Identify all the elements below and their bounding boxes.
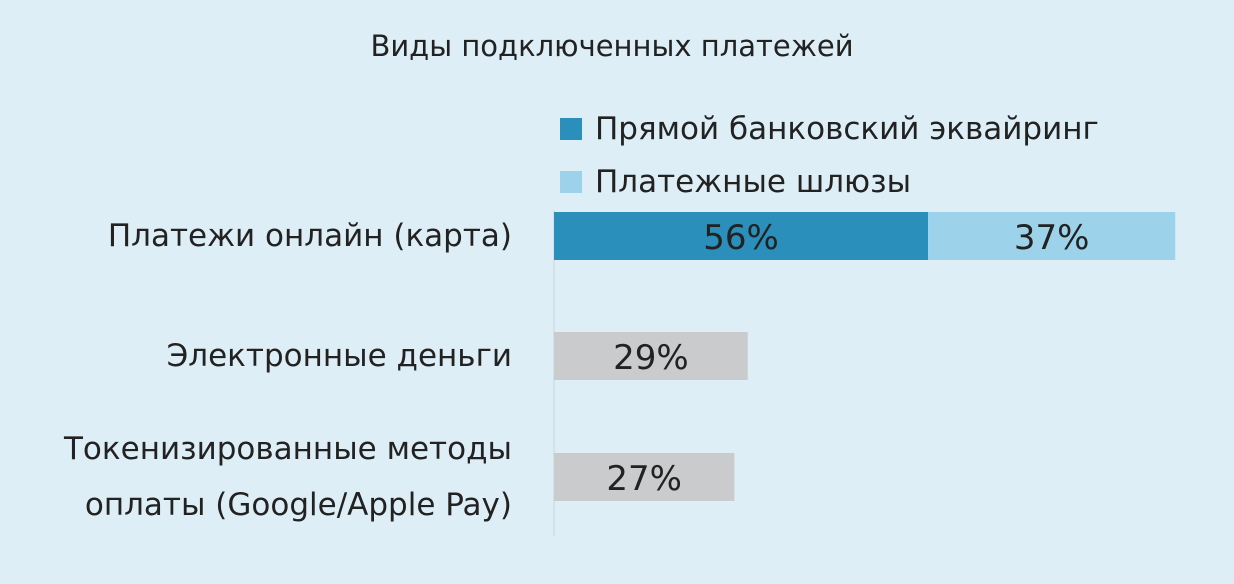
bar-segment <box>928 212 1176 260</box>
value-label: 29% <box>613 338 689 378</box>
bar-segment <box>554 453 735 501</box>
bar-segment <box>554 332 748 380</box>
value-label: 27% <box>606 459 682 499</box>
category-label: Токенизированные методы оплаты (Google/A… <box>64 431 512 523</box>
legend-swatch <box>560 118 582 140</box>
value-label: 37% <box>1014 218 1090 258</box>
chart-title: Виды подключенных платежей <box>370 29 853 63</box>
legend-swatch <box>560 171 582 193</box>
legend-label: Платежные шлюзы <box>595 164 911 200</box>
value-label: 56% <box>703 218 779 258</box>
legend-label: Прямой банковский эквайринг <box>595 111 1099 147</box>
bar-segment <box>554 212 929 260</box>
category-label: Электронные деньги <box>166 338 512 374</box>
category-label: Платежи онлайн (карта) <box>107 218 512 254</box>
